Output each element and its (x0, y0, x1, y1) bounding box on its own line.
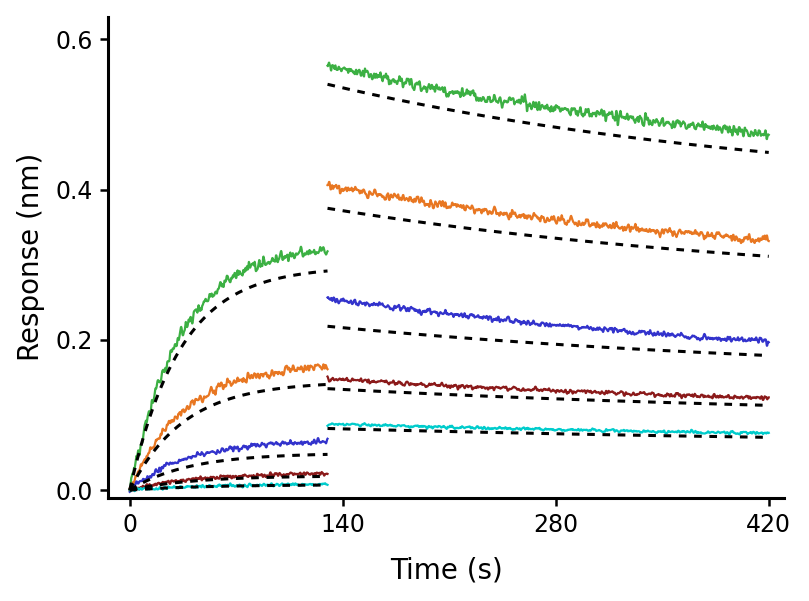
X-axis label: Time (s): Time (s) (390, 557, 502, 584)
Y-axis label: Response (nm): Response (nm) (17, 153, 44, 361)
